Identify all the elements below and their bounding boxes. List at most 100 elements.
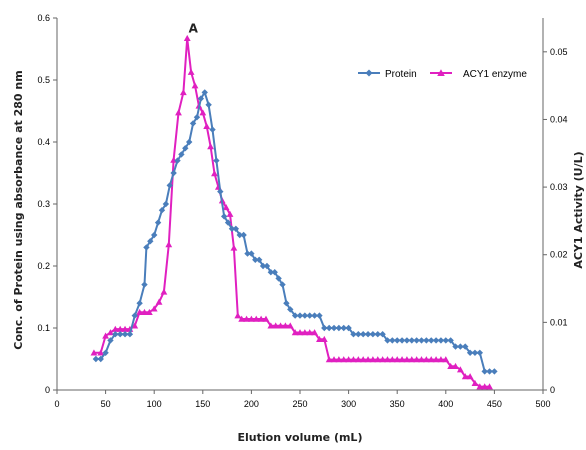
right-y-axis-ticks: 0 0.01 0.02 0.03 0.04 0.05 [543,47,568,395]
data-point-acy1 [432,356,440,363]
data-point-protein [311,312,318,319]
left-y-tick-label: 0.1 [37,323,50,333]
legend-label-protein: Protein [385,69,417,80]
data-point-acy1 [136,308,144,315]
data-point-acy1 [175,109,182,116]
data-point-acy1 [257,315,265,322]
data-point-acy1 [466,373,474,380]
data-point-acy1 [461,373,469,380]
data-point-protein [185,138,193,146]
data-point-acy1 [150,305,158,312]
left-y-tick-label: 0.5 [37,75,50,85]
data-point-protein [423,337,430,344]
data-point-acy1 [471,379,479,386]
data-point-protein [126,331,134,338]
data-point-protein [255,256,263,263]
data-point-protein [491,368,498,375]
data-point-acy1 [211,170,218,177]
data-point-protein [316,312,323,319]
data-point-acy1 [486,383,493,390]
data-point-protein [418,337,425,344]
x-tick-label: 450 [487,399,502,409]
data-point-protein [271,269,278,276]
series-layer [90,34,498,390]
right-y-tick-label: 0.05 [550,47,568,57]
data-point-protein [201,89,208,96]
data-point-acy1 [145,308,153,315]
data-point-acy1 [207,143,214,150]
x-tick-label: 300 [341,399,356,409]
data-point-protein [457,343,464,350]
data-point-protein [116,331,124,338]
data-point-protein [209,126,216,133]
data-point-protein [301,312,309,319]
right-y-tick-label: 0.02 [550,250,568,260]
data-point-acy1 [155,298,163,305]
data-point-acy1 [296,329,304,336]
data-point-protein [364,331,372,338]
data-point-acy1 [230,244,238,251]
data-point-protein [166,182,173,189]
data-point-acy1 [413,356,421,363]
data-point-protein [197,95,205,102]
series-acy1 [90,34,493,390]
data-point-acy1 [90,349,98,356]
data-point-acy1 [388,356,396,363]
left-y-tick-label: 0.3 [37,199,50,209]
data-point-acy1 [226,210,234,217]
data-point-protein [321,324,328,332]
data-point-acy1 [345,356,352,363]
data-point-acy1 [330,356,338,363]
data-point-protein [236,231,243,239]
left-y-tick-label: 0.2 [37,261,50,271]
data-point-acy1 [191,82,199,89]
data-point-protein [141,281,148,288]
data-point-protein [263,262,271,270]
data-point-acy1 [350,356,357,363]
data-point-protein [486,368,493,375]
x-axis-title: Elution volume (mL) [238,431,363,444]
data-point-acy1 [121,325,129,332]
data-point-protein [428,337,435,344]
data-point-protein [369,331,377,338]
data-point-acy1 [286,322,294,329]
legend-marker-acy1 [437,69,445,77]
data-point-acy1 [408,356,416,363]
data-point-protein [170,169,177,177]
data-point-protein [466,349,474,356]
data-point-protein [193,114,201,121]
data-point-protein [340,324,347,332]
data-point-protein [335,324,343,332]
data-point-acy1 [335,356,343,363]
data-point-protein [359,331,367,338]
data-point-protein [291,312,299,319]
data-point-acy1 [179,89,187,96]
data-point-acy1 [384,356,391,363]
data-point-acy1 [111,325,119,332]
data-point-acy1 [325,356,333,363]
x-tick-label: 350 [390,399,405,409]
left-y-axis-title: Conc. of Protein using absorbance at 280… [12,70,25,349]
x-tick-label: 400 [438,399,453,409]
data-point-protein [205,101,212,108]
x-tick-label: 0 [54,399,59,409]
x-tick-label: 50 [101,399,111,409]
left-y-tick-label: 0.4 [37,137,50,147]
right-y-tick-label: 0.03 [550,182,568,192]
x-tick-label: 500 [535,399,550,409]
legend-label-acy1: ACY1 enzyme [463,69,527,80]
data-point-protein [389,337,396,344]
data-point-acy1 [267,322,275,329]
data-point-protein [228,225,236,232]
data-point-acy1 [379,356,387,363]
data-point-protein [355,331,362,338]
data-point-protein [379,331,386,338]
data-point-protein [220,213,228,220]
data-point-acy1 [456,366,464,373]
data-point-acy1 [272,322,280,329]
x-axis-ticks: 0 50 100 150 200 250 300 350 400 450 500 [54,390,551,409]
data-point-acy1 [262,315,270,322]
data-point-acy1 [481,383,489,390]
